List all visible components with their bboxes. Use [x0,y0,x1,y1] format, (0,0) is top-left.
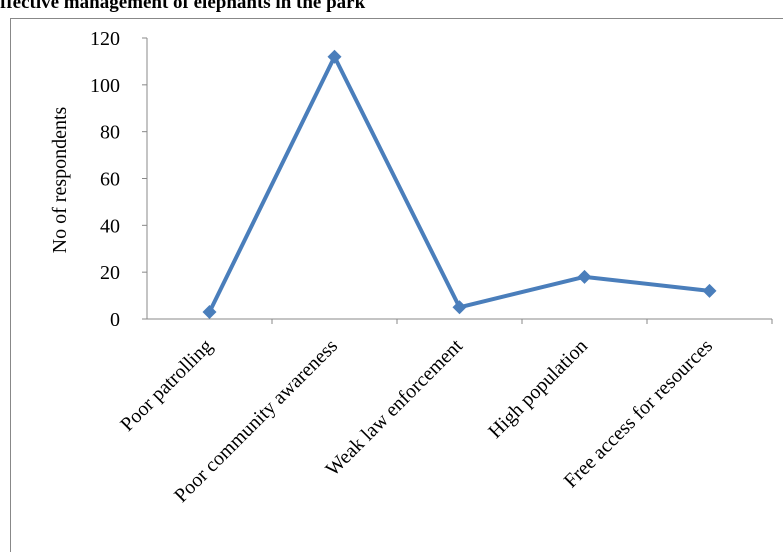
marker [452,300,467,315]
chart-title: ffective management of elephants in the … [0,0,366,13]
y-tick-label: 40 [100,215,120,237]
y-axis-label: No of respondents [49,106,71,253]
marker [577,269,592,284]
y-tick-label: 80 [100,122,120,144]
y-tick-label: 0 [110,309,120,331]
y-tick-label: 60 [100,169,120,191]
marker [327,49,342,64]
marker [702,283,717,298]
y-tick-label: 20 [100,262,120,284]
marker [202,304,217,319]
y-tick-label: 100 [90,75,120,97]
y-tick-label: 120 [90,28,120,50]
